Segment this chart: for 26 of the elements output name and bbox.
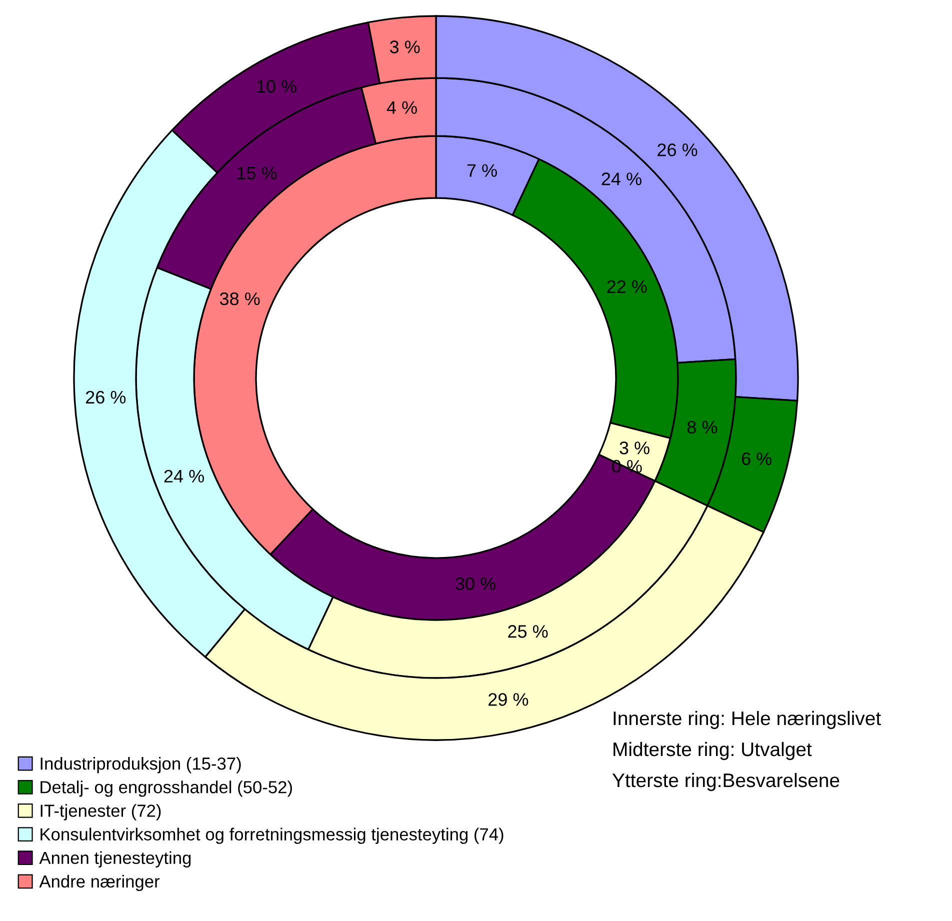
data-label: 3 %	[390, 40, 420, 54]
data-label: 25 %	[508, 625, 548, 638]
data-label: 3 %	[620, 442, 650, 454]
data-label: 8 %	[687, 420, 718, 434]
data-label: 22 %	[607, 280, 647, 293]
text: Ytterste ring:Besvarelsene	[612, 772, 840, 792]
data-label: 38 %	[220, 292, 260, 306]
data-label: 24 %	[164, 470, 204, 483]
data-label: 26 %	[86, 390, 126, 404]
legend-label: Industriproduksjon (15-37)	[40, 757, 241, 774]
text: Midterste ring: Utvalget	[614, 742, 812, 760]
data-label: 26 %	[658, 143, 698, 156]
data-label: 10 %	[257, 80, 296, 93]
text: Innerste ring: Hele næringslivet	[614, 710, 881, 730]
legend-label: Konsulentvirksomhet og forretningsmessig tjenesteyting (74)	[40, 828, 504, 844]
data-label: 29 %	[488, 693, 528, 706]
legend-label: IT-tjenester (72)	[40, 804, 161, 820]
legend-label: Detalj- og engrosshandel (50-52)	[40, 780, 292, 797]
data-label: 4 %	[386, 101, 417, 114]
data-label: 7 %	[467, 164, 497, 177]
data-label: 6 %	[742, 452, 772, 466]
legend-label: Annen tjenesteyting	[39, 851, 191, 868]
data-label: 15 %	[238, 166, 277, 180]
legend-label: Andre næringer	[39, 874, 160, 892]
data-label: 30 %	[456, 577, 496, 590]
data-label: 24 %	[602, 172, 642, 186]
